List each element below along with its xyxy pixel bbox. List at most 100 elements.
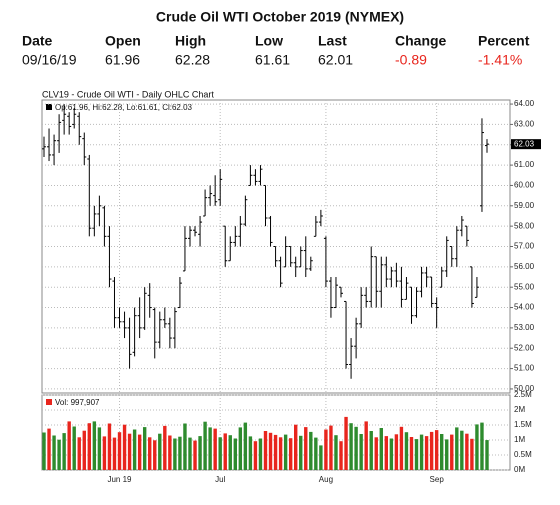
volume-bar bbox=[278, 437, 283, 470]
chart-title: CLV19 - Crude Oil WTI - Daily OHLC Chart bbox=[42, 89, 214, 99]
volume-bar bbox=[57, 439, 61, 470]
volume-bar bbox=[183, 423, 187, 470]
volume-bar bbox=[419, 434, 424, 470]
volume-bar bbox=[319, 445, 323, 470]
y-tick-label: 60.00 bbox=[514, 181, 535, 190]
column-value: 62.01 bbox=[318, 52, 353, 68]
volume-bar bbox=[324, 429, 328, 470]
volume-bar bbox=[364, 421, 368, 470]
volume-bar bbox=[424, 436, 429, 470]
volume-bar bbox=[273, 434, 278, 470]
column-value: 61.61 bbox=[255, 52, 290, 68]
volume-bar bbox=[339, 441, 343, 470]
x-tick-label: Jul bbox=[215, 475, 225, 484]
last-price-label: 62.03 bbox=[514, 139, 535, 148]
volume-bar bbox=[374, 437, 378, 470]
y-tick-label: 61.00 bbox=[514, 160, 535, 169]
y-tick-label: 59.00 bbox=[514, 201, 535, 210]
column-header: High bbox=[175, 33, 206, 49]
volume-bar bbox=[399, 426, 404, 470]
y-tick-label: 2.5M bbox=[514, 390, 532, 399]
price-legend: Op:61.96, Hi:62.28, Lo:61.61, Cl:62.03 bbox=[55, 103, 193, 112]
y-tick-label: 57.00 bbox=[514, 242, 535, 251]
y-tick-label: 64.00 bbox=[514, 99, 535, 108]
y-tick-label: 0.5M bbox=[514, 450, 532, 459]
y-tick-label: 51.00 bbox=[514, 364, 535, 373]
last-price-tag bbox=[511, 139, 541, 150]
volume-bar bbox=[314, 437, 318, 470]
volume-bar bbox=[394, 434, 399, 470]
volume-bar bbox=[450, 434, 454, 470]
volume-bar bbox=[475, 424, 479, 470]
volume-bar bbox=[107, 423, 112, 470]
y-tick-label: 52.00 bbox=[514, 343, 535, 352]
volume-bar bbox=[445, 439, 449, 470]
volume-bar bbox=[248, 436, 253, 470]
volume-bar bbox=[369, 431, 373, 470]
column-value: 61.96 bbox=[105, 52, 140, 68]
volume-legend: Vol: 997,907 bbox=[55, 398, 100, 407]
y-tick-label: 1.5M bbox=[514, 420, 532, 429]
volume-bar bbox=[309, 431, 313, 470]
y-tick-label: 55.00 bbox=[514, 282, 535, 291]
volume-bar bbox=[158, 433, 162, 470]
volume-bar bbox=[102, 436, 107, 470]
volume-bar bbox=[349, 423, 353, 470]
volume-bar bbox=[127, 433, 132, 470]
x-tick-label: Aug bbox=[319, 475, 333, 484]
column-value: 09/16/19 bbox=[22, 52, 77, 68]
volume-bar bbox=[354, 426, 358, 470]
y-tick-label: 0M bbox=[514, 465, 525, 474]
column-header: Percent bbox=[478, 33, 530, 49]
volume-bar bbox=[253, 441, 258, 470]
volume-bar bbox=[148, 437, 152, 470]
legend-swatch bbox=[46, 399, 52, 405]
volume-bar bbox=[218, 437, 222, 470]
volume-bar bbox=[470, 438, 474, 470]
volume-bar bbox=[122, 424, 127, 470]
volume-bar bbox=[485, 440, 489, 470]
volume-bar bbox=[153, 440, 157, 470]
y-tick-label: 50.00 bbox=[514, 384, 535, 393]
volume-bar bbox=[47, 428, 51, 470]
volume-bar bbox=[228, 435, 232, 470]
volume-bar bbox=[168, 435, 172, 470]
volume-bar bbox=[117, 432, 122, 470]
y-tick-label: 54.00 bbox=[514, 303, 535, 312]
column-value: -0.89 bbox=[395, 52, 427, 68]
volume-bar bbox=[299, 435, 303, 470]
volume-bar bbox=[344, 416, 348, 470]
column-header: Date bbox=[22, 33, 53, 49]
volume-bar bbox=[384, 436, 389, 470]
volume-bar bbox=[132, 429, 137, 470]
volume-bar bbox=[329, 425, 333, 470]
volume-bar bbox=[409, 437, 414, 470]
volume-bar bbox=[414, 439, 419, 470]
volume-bar bbox=[238, 427, 243, 470]
column-header: Change bbox=[395, 33, 447, 49]
volume-bar bbox=[379, 428, 383, 470]
volume-bar bbox=[203, 421, 207, 470]
volume-bar bbox=[163, 425, 167, 470]
y-tick-label: 63.00 bbox=[514, 120, 535, 129]
volume-bar bbox=[359, 434, 363, 470]
column-value: -1.41% bbox=[478, 52, 522, 68]
volume-bar bbox=[213, 428, 217, 470]
volume-bar bbox=[288, 438, 293, 470]
volume-bar bbox=[67, 421, 71, 470]
volume-bar bbox=[52, 435, 56, 470]
volume-bar bbox=[434, 430, 439, 470]
column-header: Last bbox=[318, 33, 347, 49]
volume-bar bbox=[137, 434, 142, 470]
y-tick-label: 53.00 bbox=[514, 323, 535, 332]
volume-bar bbox=[480, 422, 484, 470]
x-tick-label: Sep bbox=[430, 475, 445, 484]
y-tick-label: 1M bbox=[514, 435, 525, 444]
volume-bar bbox=[173, 438, 177, 470]
volume-bar bbox=[97, 427, 102, 470]
x-tick-label: Jun 19 bbox=[107, 475, 132, 484]
volume-bar bbox=[283, 434, 288, 470]
volume-bar bbox=[258, 438, 263, 470]
volume-bar bbox=[42, 432, 46, 470]
